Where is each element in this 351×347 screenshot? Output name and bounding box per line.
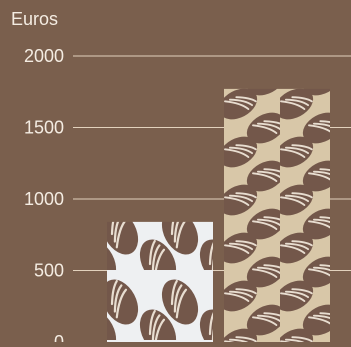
y-tick-label-2000: 2000 — [24, 46, 64, 66]
bar-2 — [224, 88, 330, 342]
y-tick-label-500: 500 — [34, 261, 64, 281]
y-tick-label-0: 0 — [54, 332, 64, 342]
y-axis-ticks: 0 500 1000 1500 2000 — [24, 46, 64, 347]
bar-1 — [107, 221, 213, 342]
y-axis-label: Euros — [11, 9, 58, 29]
y-tick-label-1000: 1000 — [24, 189, 64, 209]
y-tick-label-1500: 1500 — [24, 118, 64, 138]
bars — [107, 88, 330, 342]
